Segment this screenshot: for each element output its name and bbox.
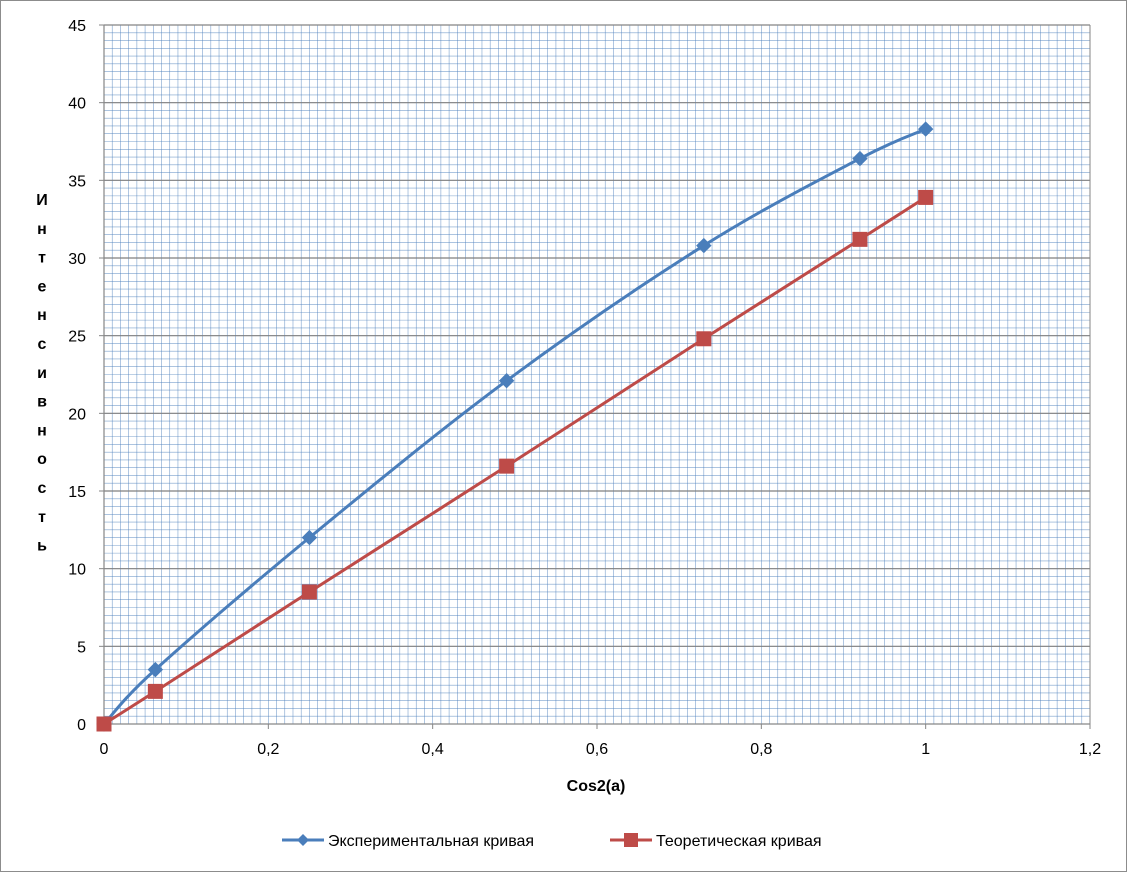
y-tick-label: 10	[68, 562, 86, 579]
y-axis-title-letter: т	[38, 509, 46, 526]
y-tick-label: 15	[68, 484, 86, 501]
data-point-square	[301, 584, 317, 600]
y-axis-title-letter: И	[36, 192, 48, 209]
y-tick-label: 20	[68, 406, 86, 423]
grid	[104, 24, 1090, 724]
x-tick-label: 1	[921, 741, 930, 758]
legend-label: Экспериментальная кривая	[328, 833, 534, 850]
tick-labels: 0 0,2 0,4 0,6 0,8 1 1,2 0 5 10 15 20 25 30 35 40 45	[68, 18, 1101, 758]
data-point-square	[852, 231, 868, 247]
x-tick-label: 1,2	[1079, 741, 1101, 758]
data-point-square	[499, 458, 515, 474]
series-diamond	[96, 121, 934, 732]
data-point-square	[696, 331, 712, 347]
series-square	[96, 189, 934, 732]
legend-item: Теоретическая кривая	[610, 833, 822, 850]
y-axis-title-letter: е	[38, 278, 47, 295]
x-tick-label: 0,6	[586, 741, 608, 758]
y-tick-label: 30	[68, 251, 86, 268]
data-point-diamond	[498, 373, 515, 389]
y-axis-title-letter: т	[38, 250, 46, 267]
x-tick-label: 0	[100, 741, 109, 758]
y-axis-title-letter: с	[38, 480, 47, 497]
y-axis-title-letter: н	[37, 422, 47, 439]
y-axis-title-letter: с	[38, 336, 47, 353]
x-tick-label: 0,2	[257, 741, 279, 758]
data-point-square	[96, 716, 112, 732]
y-tick-label: 0	[77, 717, 86, 734]
y-axis-title-letter: ь	[37, 538, 47, 555]
y-tick-label: 40	[68, 96, 86, 113]
legend-marker-diamond	[297, 834, 309, 846]
data-point-square	[918, 189, 934, 205]
data-point-square	[147, 683, 163, 699]
y-tick-label: 25	[68, 329, 86, 346]
series-layer	[96, 121, 934, 732]
x-axis-title: Cos2(a)	[567, 778, 626, 795]
data-point-diamond	[301, 529, 318, 546]
x-tick-label: 0,8	[750, 741, 772, 758]
y-tick-label: 35	[68, 173, 86, 190]
y-tick-label: 45	[68, 18, 86, 35]
y-axis-title-letter: в	[37, 394, 47, 411]
data-point-diamond	[917, 121, 934, 137]
legend-marker-square	[624, 833, 638, 847]
legend: Экспериментальная кривая Теоретическая кр…	[282, 833, 822, 850]
x-tick-label: 0,4	[422, 741, 444, 758]
y-axis-title-letter: и	[37, 365, 47, 382]
data-point-diamond	[852, 150, 868, 167]
y-axis-title-letter: н	[37, 307, 47, 324]
legend-item: Экспериментальная кривая	[282, 833, 534, 850]
data-point-diamond	[696, 237, 712, 254]
y-tick-label: 5	[77, 639, 86, 656]
y-axis-title-letter: о	[37, 451, 47, 468]
data-point-diamond	[147, 661, 164, 678]
legend-label: Теоретическая кривая	[656, 833, 822, 850]
y-axis-title-letter: н	[37, 221, 47, 238]
